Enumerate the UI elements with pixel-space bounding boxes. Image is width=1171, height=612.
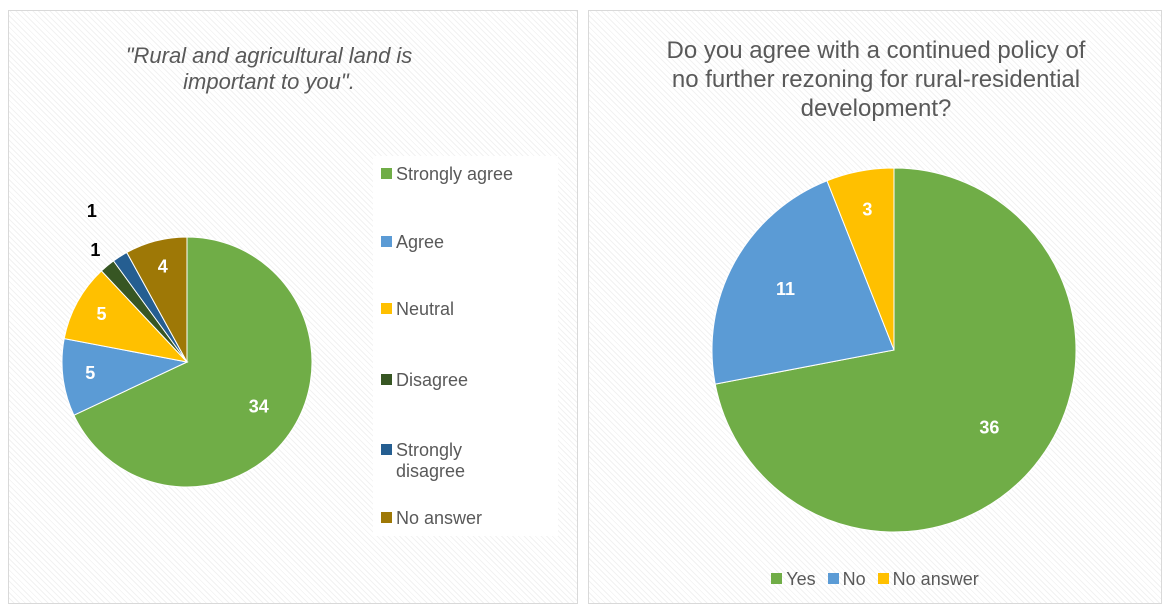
pie-slice xyxy=(714,167,1077,533)
chart-panel: "Rural and agricultural land is importan… xyxy=(8,10,578,604)
legend-item: Disagree xyxy=(381,370,531,391)
legend-item: Strongly agree xyxy=(381,164,531,185)
pie-slice xyxy=(63,270,189,363)
legend-label: Yes xyxy=(786,569,816,589)
data-label: 5 xyxy=(85,363,95,383)
legend-label: Neutral xyxy=(396,299,455,319)
legend-item: No xyxy=(827,569,866,590)
legend: Strongly agree Agree Neutral Disagree Strong… xyxy=(373,156,558,536)
legend-swatch xyxy=(381,168,392,179)
legend-swatch xyxy=(877,573,889,584)
legend-item: No answer xyxy=(877,569,979,590)
legend: Yes No No answer xyxy=(589,569,1161,590)
chart-panel: Do you agree with a continued policy of … xyxy=(588,10,1162,604)
data-label: 1 xyxy=(87,201,97,221)
legend-swatch xyxy=(771,573,783,584)
legend-swatch xyxy=(381,303,392,314)
pie-slice xyxy=(73,236,313,488)
legend-swatch xyxy=(381,236,392,247)
data-label: 36 xyxy=(979,418,999,438)
data-label: 11 xyxy=(776,279,795,299)
data-label: 5 xyxy=(97,304,107,324)
chart-title: Do you agree with a continued policy of … xyxy=(666,37,1086,122)
chart-title: "Rural and agricultural land is importan… xyxy=(125,43,413,95)
pie-slice xyxy=(126,236,188,363)
legend-item: No answer xyxy=(381,508,531,529)
pie-slice xyxy=(826,167,895,351)
pie-slice xyxy=(711,180,895,385)
legend-label: Disagree xyxy=(396,370,469,390)
data-label: 34 xyxy=(249,396,269,416)
data-label: 3 xyxy=(862,199,872,219)
legend-item: Yes xyxy=(771,569,816,590)
legend-label: No answer xyxy=(892,569,979,589)
pie-chart: 36 11 3 xyxy=(711,167,1077,533)
pie-slice xyxy=(61,337,189,416)
legend-label: Strongly disagree xyxy=(396,440,466,481)
legend-label: No answer xyxy=(396,508,483,528)
legend-label: Strongly agree xyxy=(396,164,514,184)
legend-label: Agree xyxy=(396,232,445,252)
legend-swatch xyxy=(381,444,392,455)
legend-swatch xyxy=(381,512,392,523)
legend-item: Neutral xyxy=(381,299,531,320)
legend-item: Agree xyxy=(381,232,531,253)
legend-label: No xyxy=(842,569,866,589)
pie-chart: 34 5 5 1 1 4 xyxy=(61,201,313,488)
data-label: 1 xyxy=(90,240,100,260)
legend-item: Strongly disagree xyxy=(381,440,531,482)
legend-swatch xyxy=(381,374,392,385)
data-label: 4 xyxy=(158,256,168,276)
legend-swatch xyxy=(827,573,839,584)
